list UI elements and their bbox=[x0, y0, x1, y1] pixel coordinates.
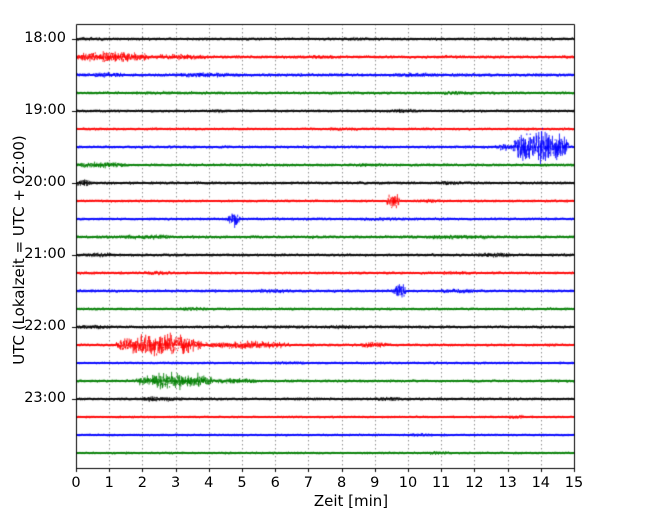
x-tick-label: 7 bbox=[303, 475, 313, 491]
y-tick-label: 23:00 bbox=[24, 390, 66, 406]
x-tick-label: 3 bbox=[170, 475, 181, 491]
x-tick-label: 4 bbox=[204, 475, 214, 491]
x-tick-label: 14 bbox=[531, 475, 551, 491]
y-tick-label: 19:00 bbox=[24, 102, 66, 118]
x-tick-label: 6 bbox=[270, 475, 280, 491]
x-tick-label: 15 bbox=[564, 475, 584, 491]
x-axis-label: Zeit [min] bbox=[313, 492, 389, 510]
x-tick-label: 12 bbox=[465, 475, 484, 491]
x-tick-label: 2 bbox=[137, 475, 147, 491]
x-tick-label: 10 bbox=[398, 475, 418, 491]
x-tick-label: 1 bbox=[104, 475, 114, 491]
x-tick-label: 5 bbox=[237, 475, 247, 491]
y-tick-label: 21:00 bbox=[24, 246, 66, 262]
x-tick-label: 11 bbox=[431, 475, 451, 491]
y-tick-label: 18:00 bbox=[24, 30, 66, 46]
y-tick-label: 22:00 bbox=[24, 318, 66, 334]
x-tick-label: 9 bbox=[370, 475, 380, 491]
x-tick-label: 13 bbox=[498, 475, 517, 491]
y-tick-label: 20:00 bbox=[24, 174, 66, 190]
x-tick-label: 0 bbox=[71, 475, 81, 491]
x-tick-label: 8 bbox=[336, 475, 347, 491]
